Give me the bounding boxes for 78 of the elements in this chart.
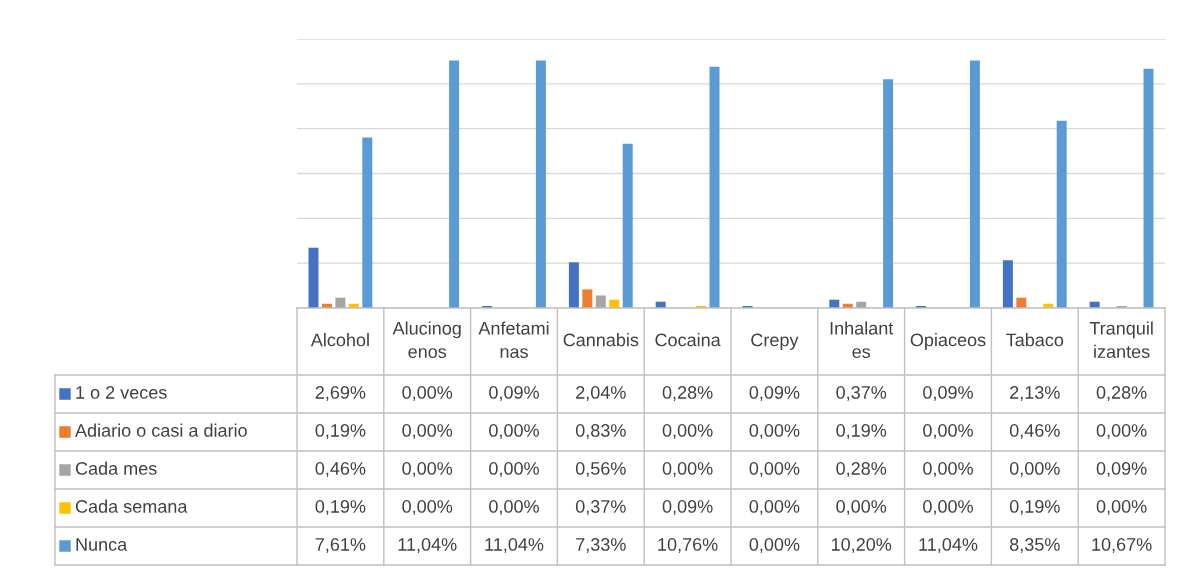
- x-tick-label: Cocaina: [655, 333, 721, 347]
- x-tick-label: Inhalantes: [830, 321, 894, 359]
- data-label: 0,00%: [662, 462, 713, 477]
- data-label: 11,04%: [485, 538, 544, 553]
- data-label: 0,00%: [923, 462, 973, 477]
- bar: [362, 137, 373, 308]
- bar: [568, 262, 579, 308]
- data-label: 0,00%: [749, 500, 800, 515]
- data-label: 0,00%: [1096, 424, 1147, 439]
- data-label: 10,20%: [831, 538, 892, 553]
- data-label: 2,13%: [1010, 386, 1060, 401]
- legend-label: Cada semana: [75, 499, 188, 513]
- legend-label: Nunca: [76, 538, 128, 551]
- bar: [449, 60, 460, 308]
- data-label: 7,33%: [576, 538, 626, 553]
- data-label: 10,67%: [1092, 538, 1152, 553]
- x-tick-label: Tranquilizantes: [1089, 321, 1153, 359]
- data-label: 8,35%: [1009, 538, 1060, 553]
- data-label: 0,09%: [923, 386, 973, 401]
- data-label: 0,00%: [402, 462, 453, 477]
- x-tick-label: Opiaceos: [910, 333, 986, 350]
- data-label: 0,00%: [923, 424, 973, 439]
- data-label: 11,04%: [398, 538, 457, 553]
- data-label: 0,09%: [489, 386, 539, 401]
- data-label: 7,61%: [315, 538, 366, 553]
- data-label: 0,00%: [489, 462, 539, 477]
- x-tick-label: Cannabis: [563, 333, 639, 347]
- data-label: 0,19%: [1009, 500, 1060, 515]
- data-label: 0,00%: [402, 424, 453, 439]
- data-label: 0,00%: [402, 386, 453, 401]
- data-label: 0,56%: [575, 462, 626, 477]
- data-label: 0,19%: [836, 424, 887, 439]
- x-tick-label: Tabaco: [1006, 333, 1064, 347]
- data-label: 0,00%: [836, 500, 887, 515]
- bar: [582, 289, 593, 308]
- data-label: 0,00%: [749, 462, 800, 477]
- data-label: 0,37%: [836, 386, 887, 401]
- data-label: 0,46%: [1009, 424, 1060, 439]
- data-label: 0,00%: [662, 424, 713, 439]
- x-tick-label: Alcohol: [310, 333, 369, 347]
- x-tick-label: Anfetaminas: [478, 321, 549, 359]
- data-label: 0,00%: [1096, 500, 1147, 515]
- bar: [595, 295, 606, 308]
- data-label: 0,83%: [575, 424, 626, 439]
- data-label: 11,04%: [919, 538, 978, 553]
- data-label: 0,00%: [489, 424, 539, 439]
- data-label: 2,04%: [576, 386, 626, 401]
- data-label: 0,19%: [315, 500, 366, 515]
- legend-label: Cada mes: [75, 461, 157, 475]
- bar: [1056, 120, 1067, 308]
- data-label: 0,37%: [575, 500, 626, 515]
- data-label: 0,28%: [836, 462, 887, 477]
- data-label: 0,09%: [749, 386, 800, 401]
- data-label: 0,00%: [402, 500, 453, 515]
- legend-label: Adiario o casi a diario: [75, 423, 247, 437]
- data-label: 0,09%: [662, 500, 713, 515]
- data-label: 0,00%: [1009, 462, 1060, 477]
- legend-label: 1 o 2 veces: [76, 386, 167, 399]
- bar: [1002, 260, 1013, 308]
- data-label: 0,09%: [1096, 462, 1147, 477]
- data-label: 2,69%: [315, 386, 366, 401]
- bar: [709, 66, 720, 308]
- data-label: 0,00%: [489, 500, 539, 515]
- bar: [535, 60, 546, 308]
- bar: [1143, 68, 1154, 308]
- bar: [969, 60, 980, 308]
- x-tick-label: Crepy: [751, 333, 799, 350]
- data-label: 0,19%: [315, 424, 366, 439]
- data-label: 0,00%: [749, 538, 800, 553]
- bar: [622, 143, 633, 308]
- bar: [883, 79, 894, 308]
- data-label: 0,00%: [749, 424, 800, 439]
- data-label: 0,46%: [315, 462, 366, 477]
- x-tick-label: Alucinogenos: [392, 321, 461, 359]
- data-label: 0,00%: [923, 500, 973, 515]
- data-label: 0,28%: [1096, 386, 1147, 401]
- data-label: 10,76%: [658, 538, 718, 553]
- data-label: 0,28%: [662, 386, 713, 401]
